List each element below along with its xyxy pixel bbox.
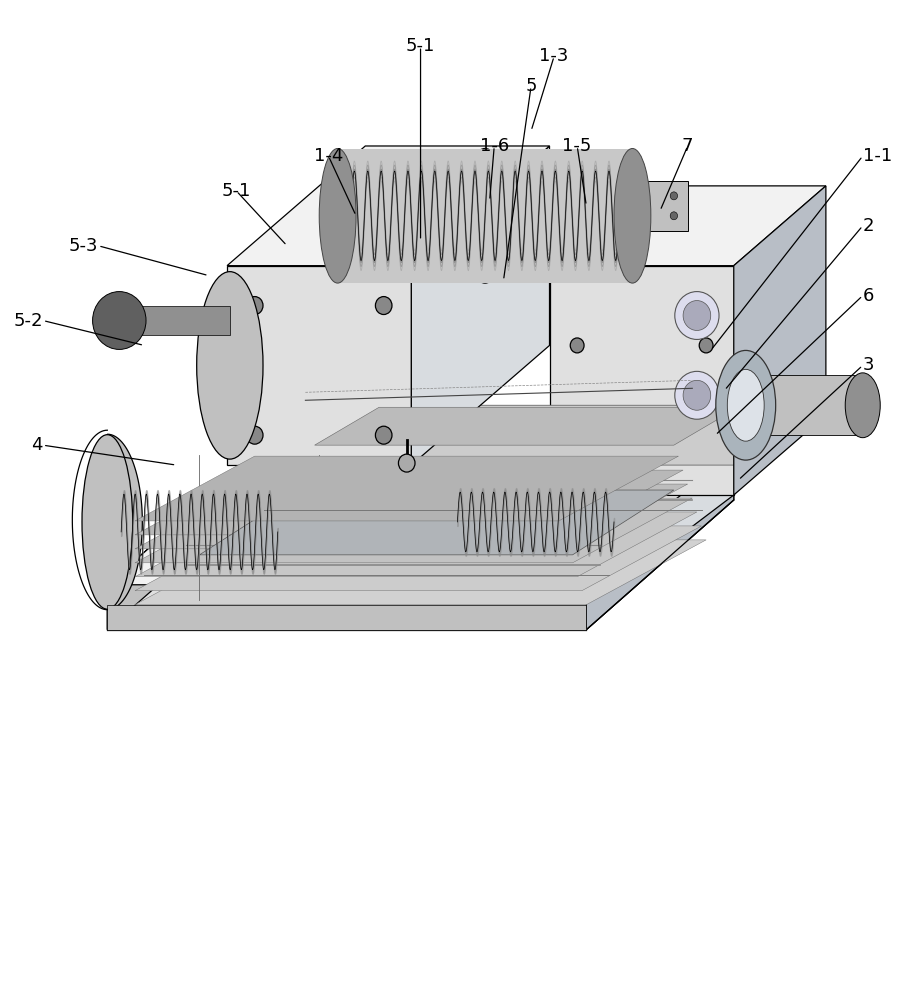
Polygon shape — [587, 455, 734, 630]
Text: 4: 4 — [31, 436, 43, 454]
Polygon shape — [550, 266, 734, 495]
Ellipse shape — [82, 435, 133, 609]
Ellipse shape — [247, 297, 263, 315]
Polygon shape — [135, 470, 683, 535]
Polygon shape — [227, 146, 550, 266]
Ellipse shape — [638, 212, 645, 220]
Ellipse shape — [716, 350, 775, 460]
Ellipse shape — [683, 380, 711, 410]
Text: 5-1: 5-1 — [222, 182, 251, 200]
Polygon shape — [200, 490, 674, 555]
Ellipse shape — [638, 192, 645, 200]
Polygon shape — [314, 407, 738, 445]
Polygon shape — [107, 605, 587, 630]
Ellipse shape — [670, 212, 677, 220]
Text: 1-1: 1-1 — [863, 147, 892, 165]
Ellipse shape — [462, 148, 508, 283]
Polygon shape — [734, 186, 826, 495]
Ellipse shape — [197, 272, 263, 459]
Ellipse shape — [375, 297, 392, 315]
Ellipse shape — [845, 373, 881, 438]
Text: 5-1: 5-1 — [406, 37, 435, 55]
Ellipse shape — [570, 338, 584, 353]
Polygon shape — [227, 266, 411, 465]
Ellipse shape — [92, 292, 146, 349]
Polygon shape — [107, 434, 142, 610]
Polygon shape — [107, 455, 734, 630]
Polygon shape — [135, 484, 687, 549]
Text: 1-6: 1-6 — [480, 137, 509, 155]
Polygon shape — [135, 526, 701, 591]
Text: 2: 2 — [863, 217, 874, 235]
Polygon shape — [107, 455, 255, 630]
Ellipse shape — [247, 426, 263, 444]
Ellipse shape — [570, 458, 584, 473]
Ellipse shape — [398, 454, 415, 472]
Polygon shape — [135, 498, 692, 563]
Polygon shape — [411, 146, 550, 465]
Text: 7: 7 — [682, 137, 693, 155]
Polygon shape — [337, 149, 632, 283]
Polygon shape — [752, 375, 863, 435]
Polygon shape — [641, 455, 734, 565]
Text: 1-4: 1-4 — [314, 147, 343, 165]
Text: 5-2: 5-2 — [13, 312, 43, 330]
Polygon shape — [135, 540, 706, 605]
Ellipse shape — [675, 292, 719, 339]
Text: 5: 5 — [526, 77, 537, 95]
Polygon shape — [121, 306, 230, 335]
Ellipse shape — [727, 369, 764, 441]
Polygon shape — [627, 181, 687, 231]
Ellipse shape — [319, 148, 356, 283]
Ellipse shape — [375, 426, 392, 444]
Ellipse shape — [699, 338, 713, 353]
Ellipse shape — [614, 148, 650, 283]
Ellipse shape — [683, 301, 711, 330]
Ellipse shape — [459, 195, 480, 217]
Text: 5-3: 5-3 — [68, 237, 98, 255]
Ellipse shape — [670, 192, 677, 200]
Polygon shape — [135, 512, 697, 577]
Polygon shape — [107, 455, 734, 585]
Text: 6: 6 — [863, 287, 874, 305]
Polygon shape — [550, 186, 826, 266]
Text: 1-3: 1-3 — [540, 47, 569, 65]
Polygon shape — [227, 405, 808, 465]
Polygon shape — [135, 456, 678, 521]
Text: 1-5: 1-5 — [563, 137, 592, 155]
Text: 3: 3 — [863, 356, 874, 374]
Ellipse shape — [675, 371, 719, 419]
